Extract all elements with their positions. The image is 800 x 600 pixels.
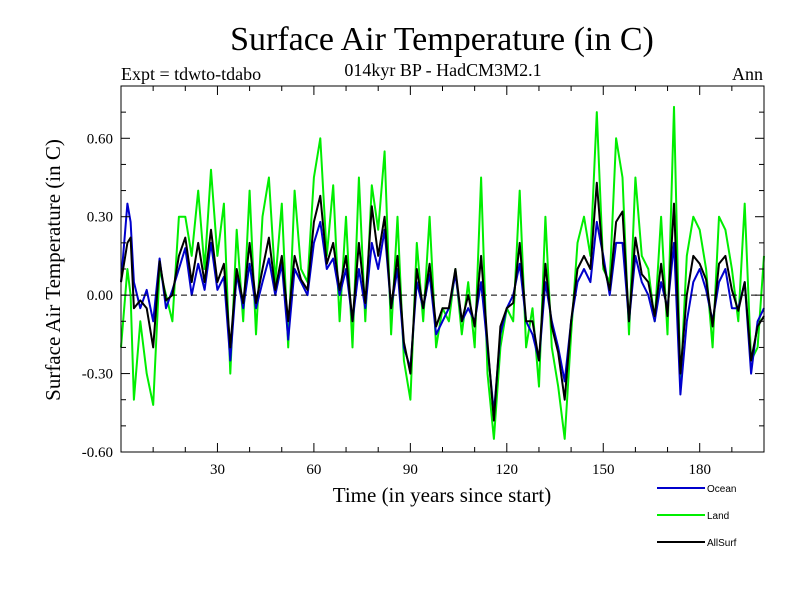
x-tick-label: 120 [496,462,519,478]
series-line-allsurf [120,181,765,422]
legend-item-land: Land [657,511,729,522]
y-tick-label: 0.30 [87,210,113,226]
y-tick-label: 0.60 [87,131,113,147]
legend-label: Land [707,511,729,522]
legend-label: AllSurf [707,538,737,549]
y-tick-label: -0.30 [82,367,113,383]
x-tick-label: 30 [210,462,225,478]
season-label: Ann [732,64,763,84]
x-axis-label: Time (in years since start) [333,483,552,507]
x-tick-label: 60 [306,462,321,478]
expt-label: Expt = tdwto-tdabo [121,64,261,84]
series-layer [120,105,765,440]
y-tick-label: -0.60 [82,445,113,461]
legend-item-allsurf: AllSurf [657,538,737,549]
legend: Ocean Land AllSurf [657,484,737,549]
y-axis-label: Surface Air Temperature (in C) [41,139,65,401]
legend-label: Ocean [707,484,736,495]
legend-item-ocean: Ocean [657,484,736,495]
y-tick-label: 0.00 [87,288,113,304]
x-tick-label: 90 [403,462,418,478]
axis-layer: 30 60 90 120 150 180 -0.60 -0.30 0.00 0.30 0.60 [82,85,765,478]
x-tick-label: 180 [688,462,711,478]
chart-subtitle: 014kyr BP - HadCM3M2.1 [344,60,541,80]
chart-title: Surface Air Temperature (in C) [230,21,654,58]
x-tick-label: 150 [592,462,615,478]
